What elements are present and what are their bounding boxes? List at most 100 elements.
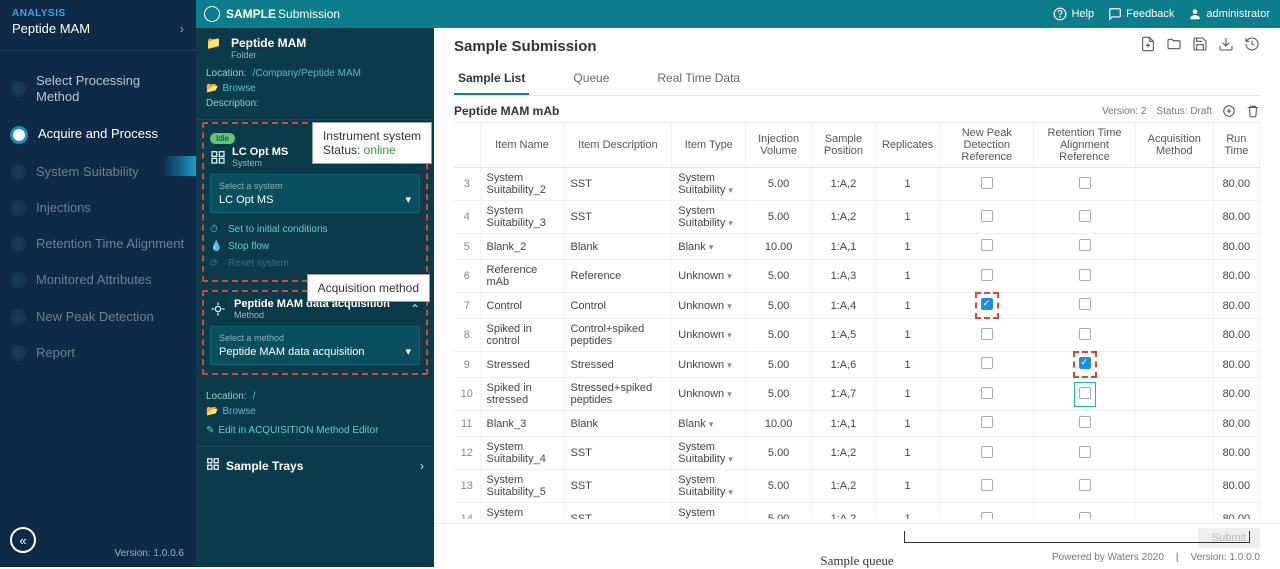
checkbox[interactable] bbox=[1079, 269, 1091, 281]
sample-position[interactable]: 1:A,6 bbox=[811, 352, 875, 378]
checkbox[interactable] bbox=[1079, 357, 1091, 369]
browse-link-2[interactable]: Browse bbox=[222, 406, 255, 417]
run-time[interactable]: 80.00 bbox=[1213, 378, 1259, 411]
rt-checkbox-wrap[interactable] bbox=[1079, 446, 1091, 461]
item-name[interactable]: System Suitability_2 bbox=[480, 168, 564, 201]
item-name[interactable]: System Suitability_5 bbox=[480, 470, 564, 503]
np-reference[interactable] bbox=[940, 201, 1034, 234]
tab[interactable]: Queue bbox=[569, 65, 613, 95]
replicates[interactable]: 1 bbox=[875, 168, 939, 201]
replicates[interactable]: 1 bbox=[875, 260, 939, 293]
checkbox[interactable] bbox=[981, 387, 993, 399]
np-reference[interactable] bbox=[940, 319, 1034, 352]
checkbox[interactable] bbox=[1079, 298, 1091, 310]
injection-volume[interactable]: 5.00 bbox=[746, 503, 812, 520]
checkbox[interactable] bbox=[981, 416, 993, 428]
checkbox[interactable] bbox=[981, 328, 993, 340]
replicates[interactable]: 1 bbox=[875, 470, 939, 503]
rt-checkbox-wrap[interactable] bbox=[1079, 357, 1091, 372]
checkbox[interactable] bbox=[981, 298, 993, 310]
item-type[interactable]: Unknown ▾ bbox=[672, 319, 746, 352]
table-row[interactable]: 8Spiked in controlControl+spiked peptide… bbox=[454, 319, 1260, 352]
injection-volume[interactable]: 5.00 bbox=[746, 352, 812, 378]
replicates[interactable]: 1 bbox=[875, 319, 939, 352]
run-time[interactable]: 80.00 bbox=[1213, 260, 1259, 293]
column-header[interactable]: Replicates bbox=[875, 123, 939, 168]
table-row[interactable]: 7ControlControlUnknown ▾5.001:A,4180.00 bbox=[454, 293, 1260, 319]
help-link[interactable]: Help bbox=[1053, 7, 1094, 21]
row-number[interactable]: 10 bbox=[454, 378, 480, 411]
item-name[interactable]: System Suitability_4 bbox=[480, 437, 564, 470]
item-description[interactable]: SST bbox=[564, 470, 672, 503]
acquisition-method[interactable] bbox=[1135, 503, 1213, 520]
np-reference[interactable] bbox=[940, 503, 1034, 520]
item-type[interactable]: System Suitability ▾ bbox=[672, 201, 746, 234]
nav-item[interactable]: New Peak Detection bbox=[0, 299, 196, 335]
injection-volume[interactable]: 5.00 bbox=[746, 293, 812, 319]
rt-reference[interactable] bbox=[1034, 201, 1136, 234]
replicates[interactable]: 1 bbox=[875, 293, 939, 319]
nav-item[interactable]: Select Processing Method bbox=[0, 63, 196, 116]
row-number[interactable]: 4 bbox=[454, 201, 480, 234]
save-icon[interactable] bbox=[1192, 36, 1208, 52]
checkbox[interactable] bbox=[1079, 512, 1091, 520]
checkbox[interactable] bbox=[1079, 328, 1091, 340]
open-folder-icon[interactable] bbox=[1166, 36, 1182, 52]
item-description[interactable]: SST bbox=[564, 168, 672, 201]
np-reference[interactable] bbox=[940, 260, 1034, 293]
nav-item[interactable]: Monitored Attributes bbox=[0, 262, 196, 298]
item-type[interactable]: Unknown ▾ bbox=[672, 352, 746, 378]
checkbox[interactable] bbox=[981, 357, 993, 369]
replicates[interactable]: 1 bbox=[875, 411, 939, 437]
item-type[interactable]: Blank ▾ bbox=[672, 411, 746, 437]
set-initial-link[interactable]: ⏱Set to initial conditions bbox=[210, 221, 420, 238]
run-time[interactable]: 80.00 bbox=[1213, 293, 1259, 319]
replicates[interactable]: 1 bbox=[875, 503, 939, 520]
column-header[interactable]: Acquisition Method bbox=[1135, 123, 1213, 168]
run-time[interactable]: 80.00 bbox=[1213, 234, 1259, 260]
item-type[interactable]: System Suitability ▾ bbox=[672, 168, 746, 201]
checkbox[interactable] bbox=[981, 479, 993, 491]
rt-reference[interactable] bbox=[1034, 503, 1136, 520]
injection-volume[interactable]: 5.00 bbox=[746, 470, 812, 503]
item-description[interactable]: Control bbox=[564, 293, 672, 319]
column-header[interactable]: Run Time bbox=[1213, 123, 1259, 168]
injection-volume[interactable]: 10.00 bbox=[746, 234, 812, 260]
rt-reference[interactable] bbox=[1034, 411, 1136, 437]
checkbox[interactable] bbox=[1079, 239, 1091, 251]
rt-checkbox-wrap[interactable] bbox=[1079, 210, 1091, 225]
rt-reference[interactable] bbox=[1034, 378, 1136, 411]
acquisition-method[interactable] bbox=[1135, 352, 1213, 378]
sample-position[interactable]: 1:A,2 bbox=[811, 503, 875, 520]
table-wrap[interactable]: Item NameItem DescriptionItem TypeInject… bbox=[454, 122, 1260, 519]
checkbox[interactable] bbox=[981, 210, 993, 222]
run-time[interactable]: 80.00 bbox=[1213, 503, 1259, 520]
sample-position[interactable]: 1:A,4 bbox=[811, 293, 875, 319]
item-description[interactable]: Reference bbox=[564, 260, 672, 293]
acquisition-method[interactable] bbox=[1135, 168, 1213, 201]
column-header[interactable]: Item Type bbox=[672, 123, 746, 168]
np-reference[interactable] bbox=[940, 168, 1034, 201]
acquisition-method[interactable] bbox=[1135, 234, 1213, 260]
np-checkbox-wrap[interactable] bbox=[981, 357, 993, 372]
item-type[interactable]: System Suitability ▾ bbox=[672, 503, 746, 520]
row-number[interactable]: 7 bbox=[454, 293, 480, 319]
acquisition-method[interactable] bbox=[1135, 319, 1213, 352]
checkbox[interactable] bbox=[981, 446, 993, 458]
table-row[interactable]: 3System Suitability_2SSTSystem Suitabili… bbox=[454, 168, 1260, 201]
nav-item[interactable]: Report bbox=[0, 335, 196, 371]
method-select[interactable]: Select a method Peptide MAM data acquisi… bbox=[210, 326, 420, 365]
row-number[interactable]: 9 bbox=[454, 352, 480, 378]
row-number[interactable]: 6 bbox=[454, 260, 480, 293]
browse-link[interactable]: Browse bbox=[222, 83, 255, 94]
rt-checkbox-wrap[interactable] bbox=[1079, 512, 1091, 520]
injection-volume[interactable]: 5.00 bbox=[746, 378, 812, 411]
history-icon[interactable] bbox=[1244, 36, 1260, 52]
item-description[interactable]: SST bbox=[564, 503, 672, 520]
item-type[interactable]: Blank ▾ bbox=[672, 234, 746, 260]
nav-item[interactable]: Acquire and Process bbox=[0, 116, 196, 154]
column-header[interactable]: Item Description bbox=[564, 123, 672, 168]
checkbox[interactable] bbox=[981, 177, 993, 189]
row-number[interactable]: 12 bbox=[454, 437, 480, 470]
acquisition-method[interactable] bbox=[1135, 470, 1213, 503]
